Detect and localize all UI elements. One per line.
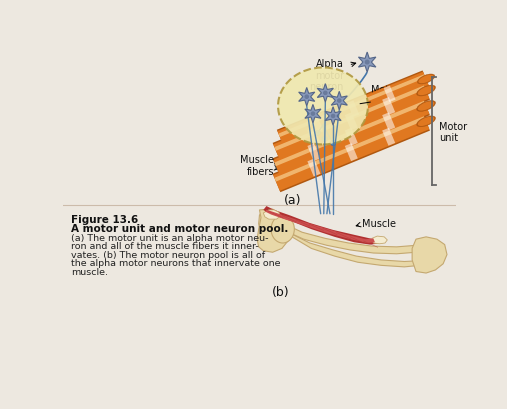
Polygon shape	[384, 86, 395, 103]
Polygon shape	[307, 144, 320, 162]
Polygon shape	[273, 82, 430, 162]
Polygon shape	[325, 108, 341, 126]
Circle shape	[323, 91, 328, 96]
Circle shape	[304, 95, 309, 100]
Polygon shape	[382, 113, 395, 131]
Circle shape	[331, 115, 336, 119]
Circle shape	[337, 99, 342, 103]
Circle shape	[315, 131, 320, 136]
Polygon shape	[259, 210, 285, 245]
Polygon shape	[274, 117, 425, 182]
Text: Muscle
fibers: Muscle fibers	[240, 155, 274, 177]
Polygon shape	[347, 101, 359, 118]
Polygon shape	[263, 210, 280, 220]
Text: Muscle: Muscle	[362, 218, 396, 229]
Text: the alpha motor neurons that innervate one: the alpha motor neurons that innervate o…	[71, 259, 281, 268]
Polygon shape	[345, 128, 358, 146]
Ellipse shape	[417, 75, 435, 85]
Ellipse shape	[278, 68, 368, 145]
Ellipse shape	[417, 86, 436, 97]
Polygon shape	[372, 236, 387, 244]
Polygon shape	[273, 99, 429, 176]
Circle shape	[331, 141, 336, 146]
Polygon shape	[382, 128, 395, 146]
Text: A motor unit and motor neuron pool.: A motor unit and motor neuron pool.	[71, 223, 288, 234]
Polygon shape	[345, 113, 358, 131]
Text: (a): (a)	[284, 193, 302, 207]
Ellipse shape	[271, 216, 295, 243]
Polygon shape	[280, 224, 420, 254]
Polygon shape	[273, 97, 430, 178]
Polygon shape	[331, 92, 347, 110]
Polygon shape	[257, 210, 288, 253]
Polygon shape	[274, 101, 425, 167]
Polygon shape	[277, 71, 429, 148]
Polygon shape	[278, 75, 425, 138]
Text: Figure 13.6: Figure 13.6	[71, 214, 138, 224]
Circle shape	[322, 137, 327, 142]
Polygon shape	[307, 128, 320, 146]
Circle shape	[311, 112, 315, 117]
Polygon shape	[282, 226, 420, 267]
Polygon shape	[299, 88, 315, 107]
Text: vates. (b) The motor neuron pool is all of: vates. (b) The motor neuron pool is all …	[71, 250, 265, 259]
Polygon shape	[382, 98, 395, 116]
Polygon shape	[265, 210, 375, 243]
Polygon shape	[412, 237, 447, 273]
Polygon shape	[345, 144, 358, 162]
Circle shape	[365, 61, 370, 65]
Text: Motor
unit: Motor unit	[439, 121, 467, 143]
Ellipse shape	[418, 76, 434, 84]
Polygon shape	[274, 86, 425, 151]
Polygon shape	[263, 207, 377, 245]
Polygon shape	[273, 83, 429, 161]
Text: (a) The motor unit is an alpha motor neu-: (a) The motor unit is an alpha motor neu…	[71, 234, 269, 243]
Polygon shape	[305, 105, 321, 124]
Ellipse shape	[418, 117, 434, 127]
Ellipse shape	[418, 102, 434, 111]
Polygon shape	[273, 113, 430, 193]
Text: Alpha
motor
neuron: Alpha motor neuron	[310, 59, 344, 92]
Text: muscle.: muscle.	[71, 267, 108, 276]
Text: (b): (b)	[272, 285, 289, 299]
Text: ron and all of the muscle fibers it inner-: ron and all of the muscle fibers it inne…	[71, 242, 259, 251]
Polygon shape	[317, 84, 334, 103]
Polygon shape	[273, 114, 429, 191]
Ellipse shape	[417, 101, 436, 112]
Text: Motor
neuron
pool: Motor neuron pool	[371, 85, 406, 118]
Polygon shape	[277, 72, 429, 146]
Ellipse shape	[417, 117, 436, 128]
Polygon shape	[358, 53, 376, 73]
Ellipse shape	[418, 87, 434, 96]
Polygon shape	[307, 159, 320, 177]
Polygon shape	[311, 116, 323, 133]
